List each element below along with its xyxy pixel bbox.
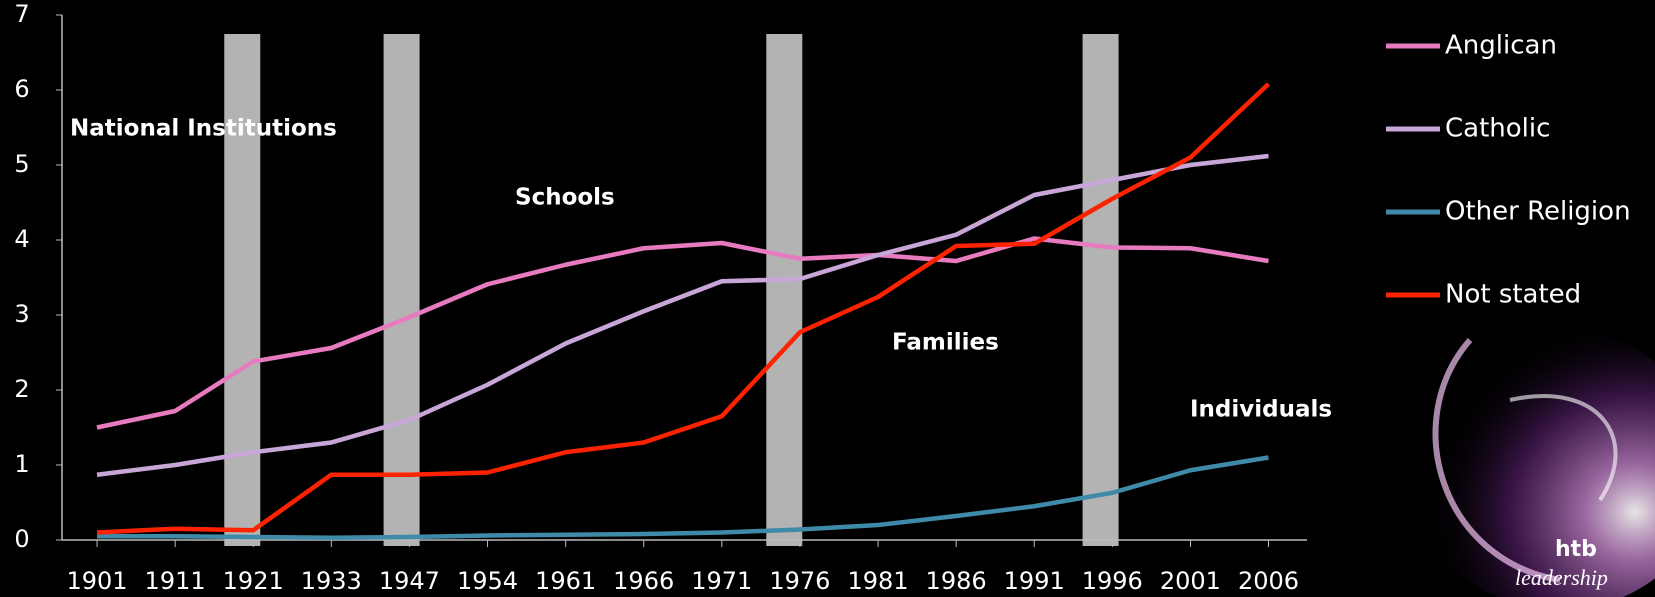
era-dividers <box>224 34 1118 546</box>
annotation: Schools <box>515 185 615 211</box>
x-tick-label: 1911 <box>145 567 206 595</box>
annotation: National Institutions <box>70 116 337 142</box>
y-tick-label: 5 <box>14 150 29 178</box>
x-tick-label: 1981 <box>847 567 908 595</box>
era-band <box>1083 34 1119 546</box>
annotation: Families <box>892 330 999 356</box>
y-tick-label: 4 <box>14 225 29 253</box>
x-tick-label: 1986 <box>926 567 987 595</box>
x-tick-label: 1947 <box>379 567 440 595</box>
y-tick-label: 7 <box>14 0 29 28</box>
annotation: Individuals <box>1190 397 1332 423</box>
x-tick-label: 1996 <box>1082 567 1143 595</box>
y-tick-label: 2 <box>14 375 29 403</box>
era-band <box>766 34 802 546</box>
legend-label: Other Religion <box>1445 197 1631 227</box>
x-tick-label: 2006 <box>1238 567 1299 595</box>
y-tick-label: 1 <box>14 450 29 478</box>
y-tick-label: 0 <box>14 525 29 553</box>
era-band <box>384 34 420 546</box>
legend-label: Anglican <box>1445 31 1557 61</box>
x-tick-label: 1901 <box>66 567 127 595</box>
era-band <box>224 34 260 546</box>
x-tick-label: 1971 <box>691 567 752 595</box>
x-tick-label: 1954 <box>457 567 518 595</box>
x-tick-label: 1991 <box>1004 567 1065 595</box>
chart: htb leadership 0 1 2 3 4 5 6 7 1901 1911 1921 1933 1… <box>0 0 1655 597</box>
y-tick-label: 3 <box>14 300 29 328</box>
x-tick-label: 1976 <box>769 567 830 595</box>
x-tick-label: 1933 <box>301 567 362 595</box>
legend-label: Catholic <box>1445 114 1550 144</box>
x-tick-label: 1966 <box>613 567 674 595</box>
x-tick-label: 1921 <box>223 567 284 595</box>
x-tick-label: 1961 <box>535 567 596 595</box>
logo-name: htb <box>1555 537 1597 562</box>
x-tick-label: 2001 <box>1160 567 1221 595</box>
legend-label: Not stated <box>1445 280 1581 310</box>
y-tick-label: 6 <box>14 75 29 103</box>
logo-tagline: leadership <box>1515 565 1608 590</box>
logo: htb leadership <box>1410 330 1655 597</box>
